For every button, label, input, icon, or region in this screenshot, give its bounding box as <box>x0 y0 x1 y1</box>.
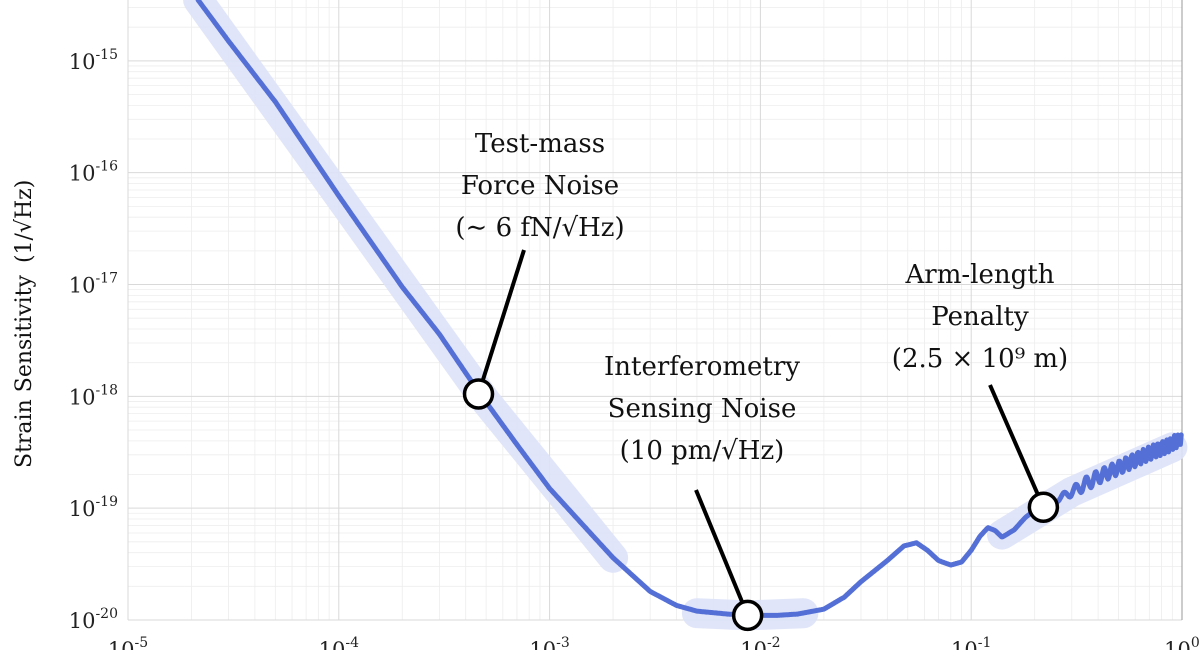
annotation-markers <box>462 378 1060 632</box>
y-tick-label: 10-19 <box>69 494 118 521</box>
annotation-line: Test-mass <box>475 129 605 159</box>
y-axis-label-main: Strain Sensitivity <box>12 274 37 468</box>
annotation-line: (10 pm/√Hz) <box>620 436 785 466</box>
x-tick-exponent: -3 <box>556 635 570 650</box>
x-tick-label: 10-2 <box>740 635 780 650</box>
y-tick-base: 10 <box>69 50 96 74</box>
y-tick-base: 10 <box>69 609 96 633</box>
annotation-marker <box>1027 491 1060 523</box>
x-tick-base: 10 <box>740 638 767 650</box>
annotation-marker <box>462 378 495 410</box>
x-tick-exponent: -5 <box>135 635 149 650</box>
x-tick-base: 10 <box>1164 638 1191 650</box>
y-tick-label: 10-15 <box>69 47 118 74</box>
y-tick-label: 10-18 <box>69 382 118 409</box>
x-tick-base: 10 <box>108 638 135 650</box>
x-tick-label: 100 <box>1164 635 1200 650</box>
y-tick-label: 10-16 <box>69 159 118 186</box>
x-tick-label: 10-5 <box>108 635 148 650</box>
x-tick-label: 10-3 <box>529 635 569 650</box>
y-tick-base: 10 <box>69 385 96 409</box>
annotation-text: Test-mass Force Noise (∼ 6 fN/√Hz) Interfer… <box>455 129 1068 466</box>
y-axis-label: Strain Sensitivity (1/√Hz) <box>12 180 37 468</box>
x-tick-exponent: -2 <box>767 635 781 650</box>
y-tick-label: 10-20 <box>69 606 118 633</box>
x-tick-exponent: 0 <box>1191 635 1200 650</box>
x-tick-label: 10-1 <box>951 635 991 650</box>
y-axis-label-unit: (1/√Hz) <box>12 180 37 263</box>
x-tick-exponent: -4 <box>345 635 359 650</box>
y-tick-label: 10-17 <box>69 271 118 298</box>
y-tick-exponent: -20 <box>95 606 118 622</box>
x-tick-label: 10-4 <box>319 635 359 650</box>
y-tick-exponent: -18 <box>95 382 118 398</box>
x-tick-base: 10 <box>319 638 346 650</box>
y-tick-exponent: -19 <box>95 494 118 510</box>
annotation-line: Sensing Noise <box>608 394 797 424</box>
annotation-leader-line <box>988 384 1046 509</box>
grid <box>127 0 1183 621</box>
x-tick-exponent: -1 <box>978 635 992 650</box>
annotation-line: Interferometry <box>604 352 800 382</box>
x-tick-base: 10 <box>529 638 556 650</box>
y-tick-exponent: -17 <box>95 271 118 287</box>
x-tick-base: 10 <box>951 638 978 650</box>
curve-layer <box>195 0 1184 618</box>
annotation-line: Arm-length <box>905 260 1055 290</box>
y-tick-base: 10 <box>69 497 96 521</box>
annotation-leaders <box>476 249 1046 617</box>
annotation-line: (∼ 6 fN/√Hz) <box>455 213 624 243</box>
y-tick-exponent: -16 <box>95 159 118 175</box>
annotation-marker <box>731 599 764 632</box>
annotation-line: (2.5 × 10⁹ m) <box>892 344 1068 374</box>
annotation-leader-line <box>476 249 526 395</box>
annotation-line: Force Noise <box>461 171 619 201</box>
annotation-leader-line <box>694 489 750 617</box>
x-tick-labels: 10-5 10-4 10-3 10-2 10-1 100 <box>108 635 1200 650</box>
y-axis-label-text: Strain Sensitivity (1/√Hz) <box>12 180 37 468</box>
y-tick-base: 10 <box>69 162 96 186</box>
y-tick-exponent: -15 <box>95 47 118 63</box>
y-tick-base: 10 <box>69 274 96 298</box>
annotation-line: Penalty <box>931 302 1029 332</box>
sensitivity-curve <box>195 0 1184 618</box>
